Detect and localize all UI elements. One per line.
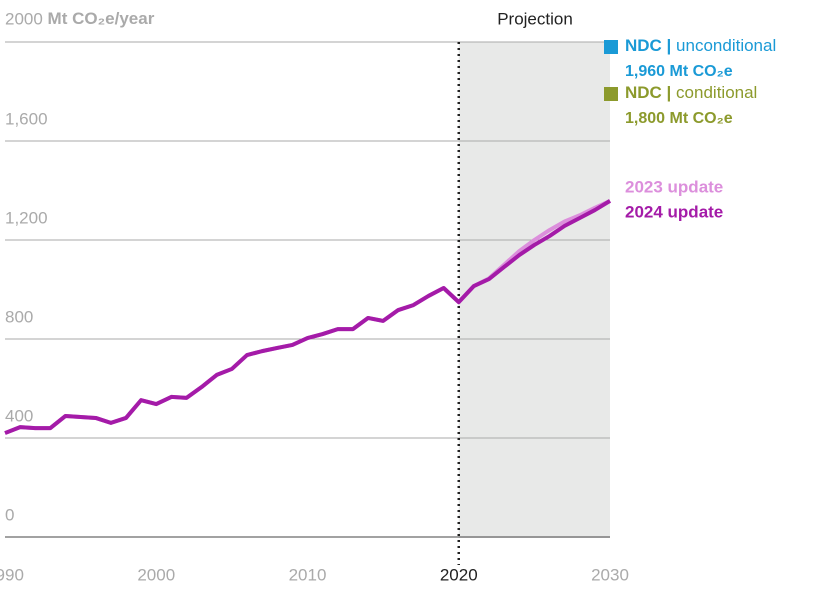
legend-label: NDC | unconditional [625, 36, 776, 55]
projection-area [458, 42, 610, 538]
legend-entry: 2023 update [625, 177, 723, 196]
legend-text: conditional [676, 83, 757, 102]
x-tick-label: 2020 [440, 565, 478, 584]
y-tick-label: 0 [5, 505, 14, 524]
legend-swatch [604, 87, 618, 101]
legend-swatch [604, 40, 618, 54]
legend-bold: NDC | [625, 36, 671, 55]
y-tick-label: 800 [5, 307, 33, 326]
y-tick-label: 1,600 [5, 109, 48, 128]
projection-label: Projection [497, 9, 573, 28]
x-tick-label: 1990 [0, 565, 24, 584]
y-tick-label: 400 [5, 406, 33, 425]
y-tick-label: 1,200 [5, 208, 48, 227]
y-tick-label: 2000 Mt CO₂e/year [5, 9, 155, 28]
legend-text: unconditional [676, 36, 776, 55]
legend-label: NDC | conditional [625, 83, 757, 102]
y-unit: Mt CO₂e/year [48, 9, 155, 28]
target-value: 1,800 Mt CO₂e [625, 110, 733, 127]
legend-bold: NDC | [625, 83, 671, 102]
legend-entry: 2024 update [625, 202, 723, 221]
x-tick-label: 2010 [289, 565, 327, 584]
x-tick-label: 2000 [137, 565, 175, 584]
series-line [4, 199, 612, 435]
x-tick-label: 2030 [591, 565, 629, 584]
target-value: 1,960 Mt CO₂e [625, 63, 733, 80]
